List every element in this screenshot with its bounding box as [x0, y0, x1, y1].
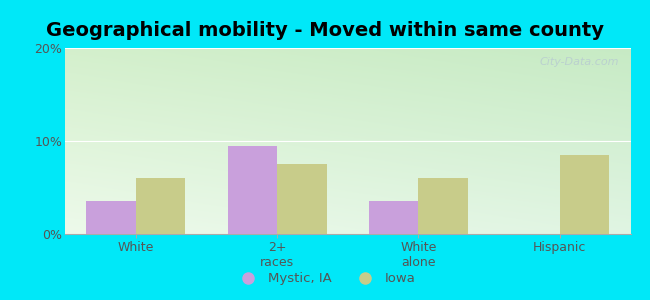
- Bar: [369, 202, 419, 234]
- Bar: [560, 155, 609, 234]
- Bar: [277, 164, 326, 234]
- Bar: [419, 178, 468, 234]
- Bar: [227, 146, 277, 234]
- Legend: Mystic, IA, Iowa: Mystic, IA, Iowa: [229, 267, 421, 290]
- Text: Geographical mobility - Moved within same county: Geographical mobility - Moved within sam…: [46, 21, 604, 40]
- Text: City-Data.com: City-Data.com: [540, 57, 619, 67]
- Bar: [86, 202, 136, 234]
- Bar: [136, 178, 185, 234]
